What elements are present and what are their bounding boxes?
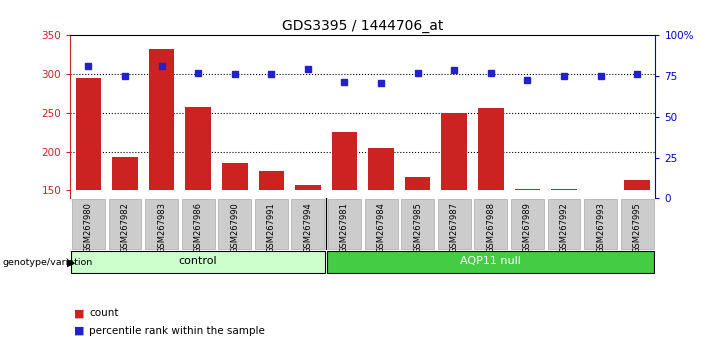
Bar [76, 78, 101, 190]
Text: GSM267987: GSM267987 [450, 202, 458, 253]
FancyBboxPatch shape [547, 199, 580, 249]
FancyBboxPatch shape [109, 199, 142, 249]
Text: GSM267992: GSM267992 [559, 202, 569, 253]
Bar [185, 107, 211, 190]
FancyBboxPatch shape [72, 199, 105, 249]
Bar [149, 48, 175, 190]
Text: ■: ■ [74, 326, 84, 336]
FancyBboxPatch shape [145, 199, 178, 249]
FancyBboxPatch shape [584, 199, 617, 249]
FancyBboxPatch shape [327, 251, 654, 273]
Text: percentile rank within the sample: percentile rank within the sample [89, 326, 265, 336]
Text: count: count [89, 308, 118, 318]
Text: AQP11 null: AQP11 null [461, 256, 522, 267]
Bar [551, 189, 577, 190]
Text: GSM267982: GSM267982 [121, 202, 130, 253]
Text: GSM267990: GSM267990 [230, 202, 239, 253]
Text: control: control [179, 256, 217, 267]
Bar [478, 108, 503, 190]
Bar [405, 177, 430, 190]
Text: GSM267995: GSM267995 [632, 202, 641, 253]
FancyBboxPatch shape [365, 199, 397, 249]
Bar [295, 185, 320, 190]
Text: GSM267984: GSM267984 [376, 202, 386, 253]
Text: GSM267991: GSM267991 [267, 202, 275, 253]
FancyBboxPatch shape [255, 199, 288, 249]
Bar [515, 189, 540, 190]
FancyBboxPatch shape [475, 199, 508, 249]
FancyBboxPatch shape [72, 251, 325, 273]
Bar [112, 157, 138, 190]
Text: GSM267985: GSM267985 [413, 202, 422, 253]
Bar [332, 132, 358, 190]
FancyBboxPatch shape [328, 199, 361, 249]
Text: GSM267994: GSM267994 [304, 202, 313, 253]
Text: ■: ■ [74, 308, 84, 318]
FancyBboxPatch shape [620, 199, 653, 249]
Text: GSM267983: GSM267983 [157, 202, 166, 253]
Bar [625, 181, 650, 190]
Text: GSM267981: GSM267981 [340, 202, 349, 253]
Text: GSM267980: GSM267980 [84, 202, 93, 253]
Bar [442, 113, 467, 190]
FancyBboxPatch shape [437, 199, 470, 249]
Text: GSM267986: GSM267986 [193, 202, 203, 253]
Bar [368, 148, 394, 190]
Text: ▶: ▶ [67, 258, 76, 268]
Bar [222, 163, 247, 190]
FancyBboxPatch shape [182, 199, 215, 249]
Text: GSM267989: GSM267989 [523, 202, 532, 253]
FancyBboxPatch shape [401, 199, 434, 249]
Text: GSM267993: GSM267993 [596, 202, 605, 253]
Bar [259, 171, 284, 190]
FancyBboxPatch shape [218, 199, 251, 249]
Text: genotype/variation: genotype/variation [2, 258, 93, 267]
FancyBboxPatch shape [292, 199, 325, 249]
Title: GDS3395 / 1444706_at: GDS3395 / 1444706_at [282, 19, 444, 33]
FancyBboxPatch shape [511, 199, 544, 249]
Text: GSM267988: GSM267988 [486, 202, 496, 253]
